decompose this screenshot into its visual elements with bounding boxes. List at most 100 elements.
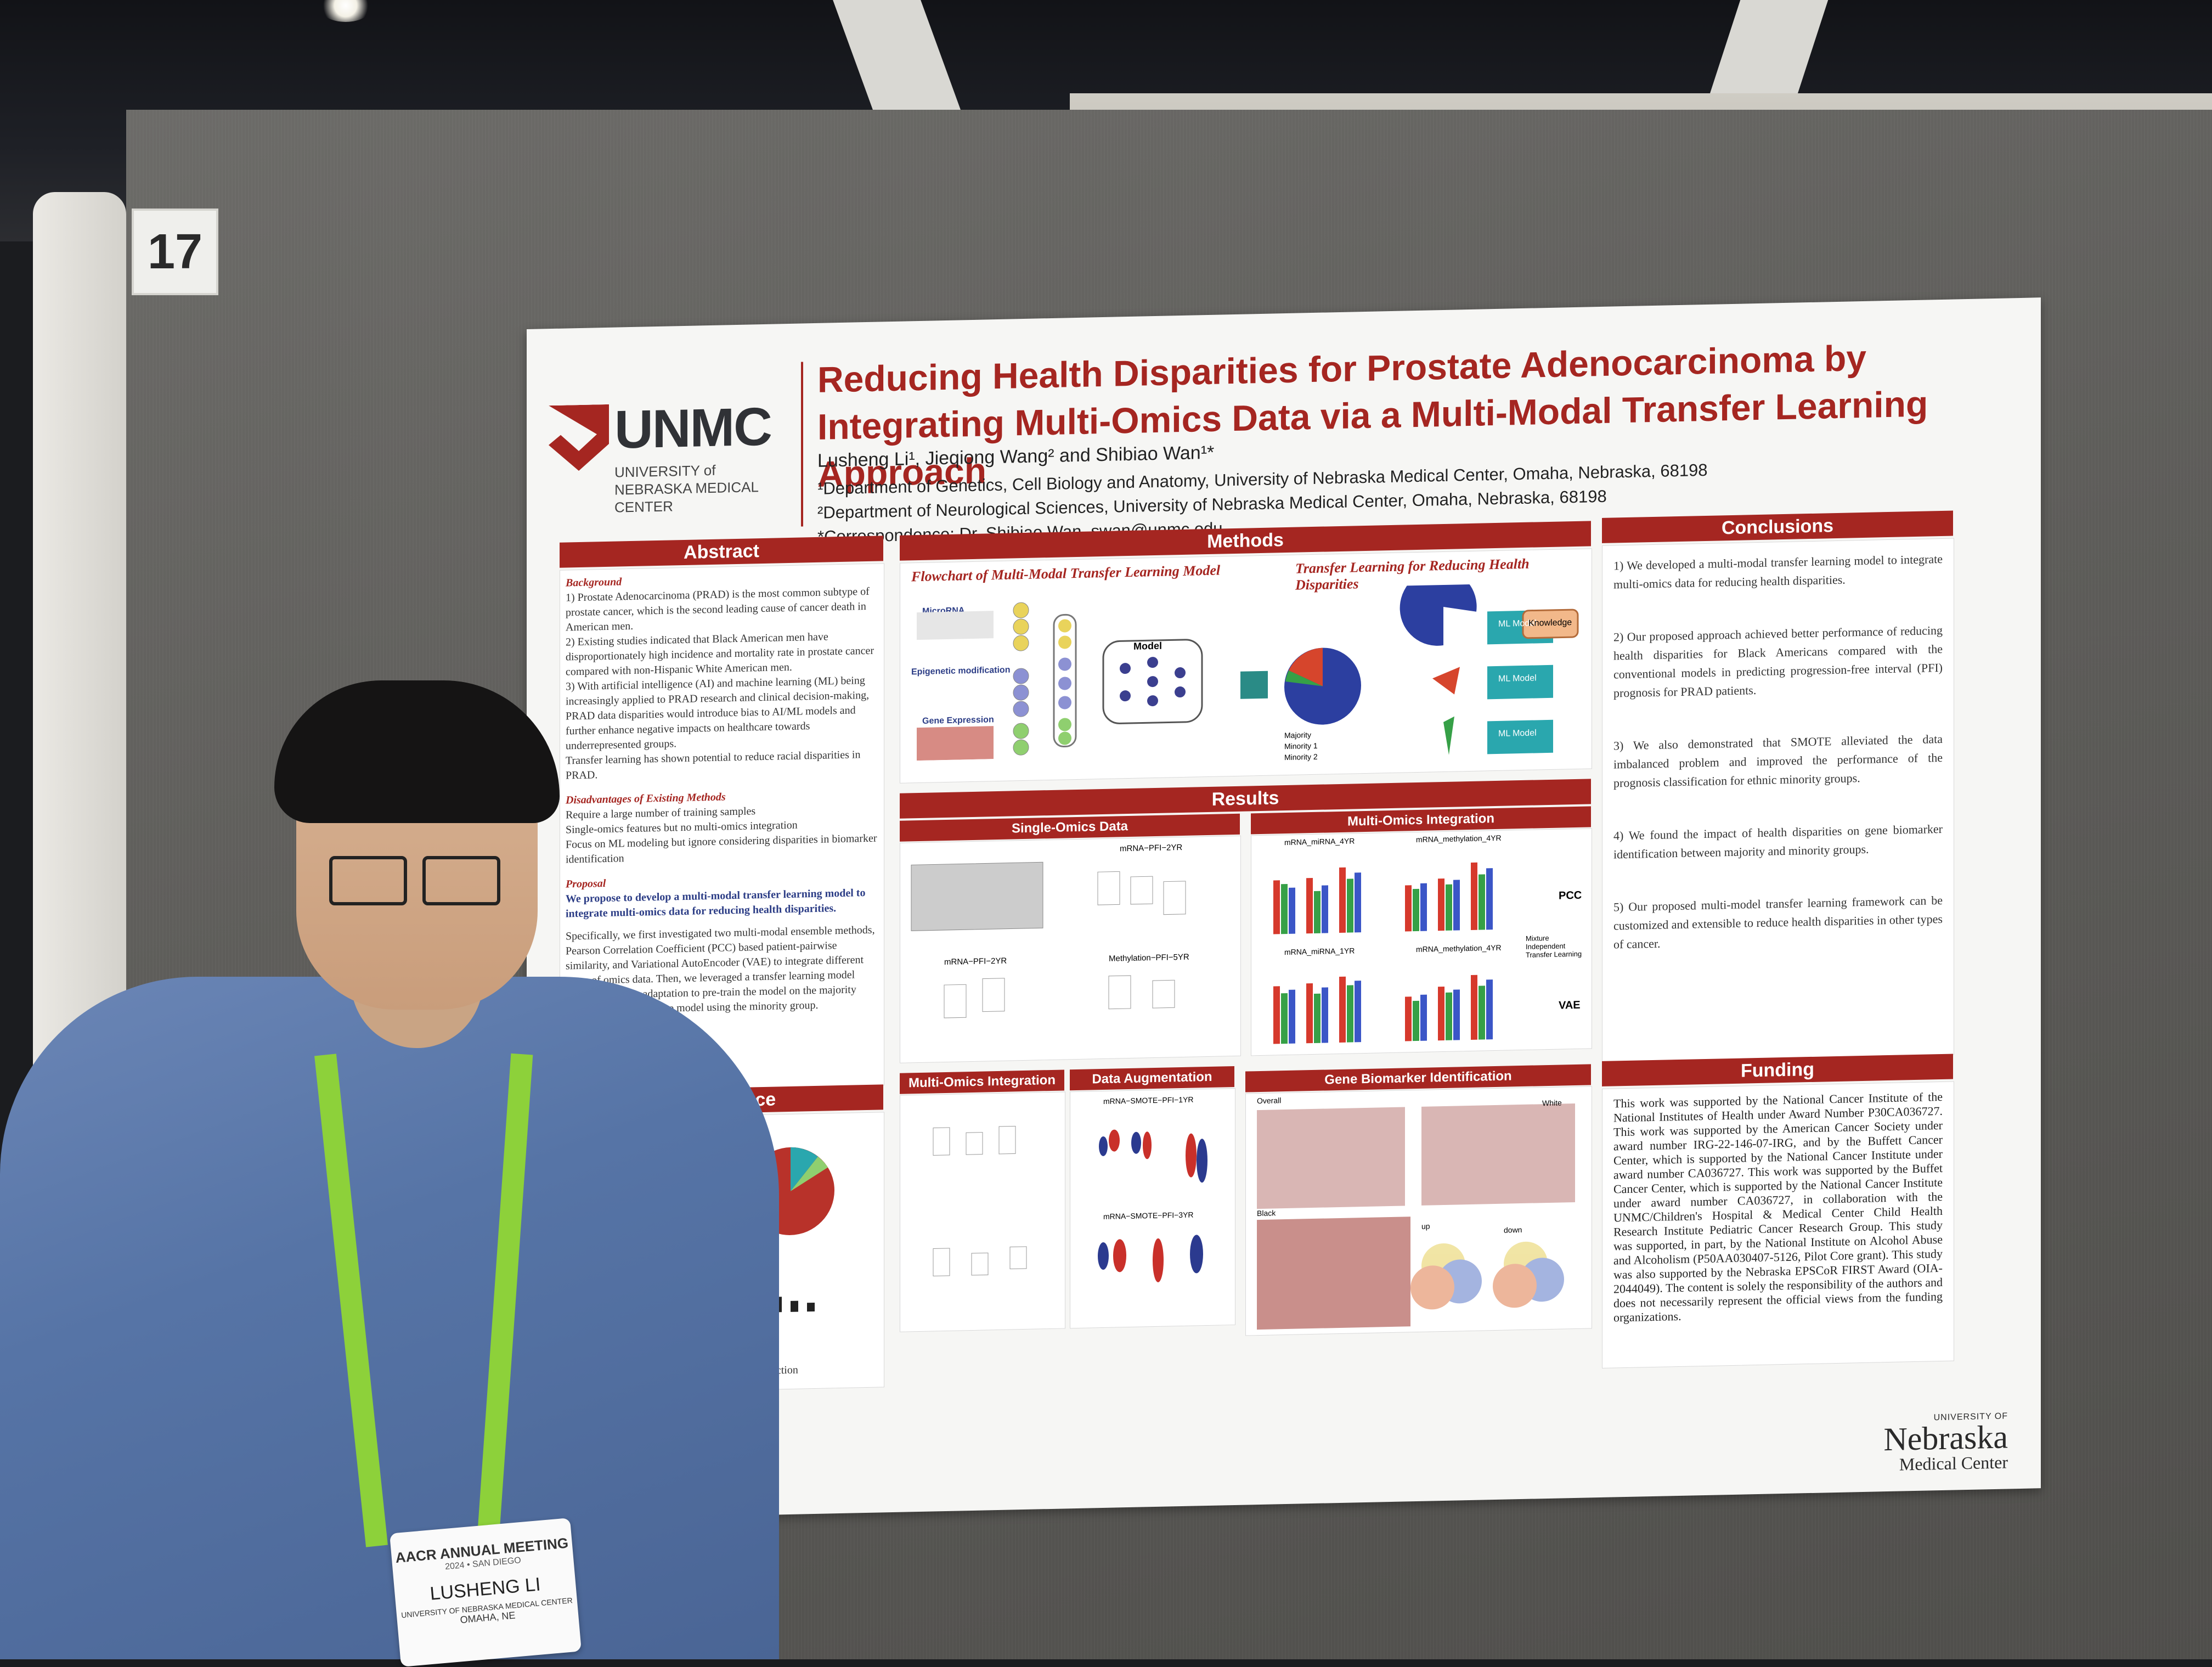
ceiling-beam-left xyxy=(833,0,967,126)
name-badge: AACR ANNUAL MEETING 2024 • SAN DIEGO LUS… xyxy=(389,1518,582,1667)
conclusion-4: 4) We found the impact of health dispari… xyxy=(1613,821,1943,861)
bar-chart-pcc-a xyxy=(1273,855,1383,934)
single-omics-panel: mRNA−PFI−2YR mRNA−PFI−2YR Methylation−PF… xyxy=(900,835,1241,1063)
single-omics-plots xyxy=(911,861,1186,1018)
plot-label-mrna-methylation-4yr-b: mRNA_methylation_4YR xyxy=(1416,943,1502,954)
abstract-background-1: 1) Prostate Adenocarcinoma (PRAD) is the… xyxy=(566,585,870,634)
bar xyxy=(1314,891,1321,933)
nebraska-medical-center-logo: UNIVERSITY OF Nebraska Medical Center xyxy=(1883,1411,2008,1475)
legend-independent: Independent xyxy=(1526,942,1566,951)
bar xyxy=(1322,987,1328,1043)
flowchart-diagram xyxy=(917,602,1268,761)
legend-minority-1: Minority 1 xyxy=(1284,741,1318,751)
conclusion-1: 1) We developed a multi-modal transfer l… xyxy=(1613,551,1943,592)
bar xyxy=(1471,975,1477,1040)
legend-minority-2: Minority 2 xyxy=(1284,752,1318,762)
label-down: down xyxy=(1504,1225,1522,1235)
funding-text: This work was supported by the National … xyxy=(1613,1089,1943,1325)
bar xyxy=(1486,868,1493,930)
plot-label-mrna-pfi-2yr-b: mRNA−PFI−2YR xyxy=(944,956,1007,967)
bar xyxy=(1420,994,1427,1041)
presenter-hair xyxy=(274,680,560,823)
bar xyxy=(1339,867,1346,933)
unmc-shield-icon xyxy=(549,404,609,471)
header-divider xyxy=(801,362,803,527)
data-augmentation-box: mRNA−SMOTE−PFI−1YR mRNA−SMOTE−PFI−3YR xyxy=(1070,1088,1235,1329)
bar xyxy=(1405,885,1412,932)
multi-omics-integration-heading: Multi-Omics Integration xyxy=(900,1069,1064,1094)
knowledge-label: Knowledge xyxy=(1528,618,1572,628)
bar-chart-pcc-b xyxy=(1405,852,1515,932)
vae-label: VAE xyxy=(1559,999,1581,1012)
footer-logo-line-2: Nebraska xyxy=(1883,1418,2008,1458)
bar xyxy=(1479,985,1485,1040)
pcc-label: PCC xyxy=(1559,889,1582,902)
legend-transfer: Transfer Learning xyxy=(1526,949,1582,959)
transfer-diagram xyxy=(1284,582,1579,755)
bar xyxy=(1446,884,1452,931)
bar xyxy=(1479,874,1485,930)
ml-model-2: ML Model xyxy=(1498,673,1537,684)
bar xyxy=(1281,993,1288,1044)
bar xyxy=(1413,1001,1419,1041)
bar-chart-vae-d xyxy=(1405,962,1515,1041)
bar xyxy=(1273,880,1280,934)
label-up: up xyxy=(1421,1221,1430,1231)
bar xyxy=(1289,887,1295,934)
bar xyxy=(1306,983,1313,1044)
plot-label-mrna-mirna-1yr: mRNA_miRNA_1YR xyxy=(1284,946,1355,957)
logo-name: UNMC xyxy=(614,396,771,460)
plot-label-mrna-methylation-4yr: mRNA_methylation_4YR xyxy=(1416,833,1502,844)
footer-logo-line-3: Medical Center xyxy=(1899,1452,2008,1474)
ceiling-light xyxy=(318,0,373,22)
multi-omics-panel: mRNA_miRNA_4YR mRNA_methylation_4YR mRNA… xyxy=(1251,828,1592,1056)
flowchart-model-label: Model xyxy=(1133,640,1162,652)
booth-number: 17 xyxy=(132,209,218,295)
bar xyxy=(1413,888,1419,932)
plot-label-methylation-pfi-5yr: Methylation−PFI−5YR xyxy=(1109,952,1189,964)
data-augmentation-heading: Data Augmentation xyxy=(1070,1066,1234,1091)
bar xyxy=(1438,878,1444,931)
plot-label-mrna-mirna-4yr: mRNA_miRNA_4YR xyxy=(1284,836,1355,847)
label-black: Black xyxy=(1257,1208,1276,1218)
conclusions-box: 1) We developed a multi-modal transfer l… xyxy=(1602,538,1954,1062)
violin-plots xyxy=(1098,1129,1207,1282)
bar xyxy=(1446,992,1452,1040)
bar xyxy=(1347,878,1353,933)
label-overall: Overall xyxy=(1257,1096,1282,1106)
heatmaps-and-venn xyxy=(1257,1103,1575,1330)
bar xyxy=(1420,883,1427,931)
glasses-lens-left xyxy=(329,856,407,905)
bar xyxy=(1453,989,1460,1040)
bar xyxy=(1322,885,1328,933)
logo-subtitle: UNIVERSITY of NEBRASKA MEDICAL CENTER xyxy=(614,461,759,516)
glasses-lens-right xyxy=(422,856,500,905)
funding-box: This work was supported by the National … xyxy=(1602,1081,1954,1368)
abstract-heading: Abstract xyxy=(560,536,883,568)
bar xyxy=(1355,872,1361,933)
bar xyxy=(1471,862,1477,930)
presenter-shirt xyxy=(0,977,779,1659)
methods-box: Flowchart of Multi-Modal Transfer Learni… xyxy=(900,548,1592,784)
bar-chart-vae-c xyxy=(1273,965,1383,1044)
conclusion-5: 5) Our proposed multi-model transfer lea… xyxy=(1613,893,1943,951)
flowchart-title: Flowchart of Multi-Modal Transfer Learni… xyxy=(911,562,1221,585)
unmc-logo: UNMC UNIVERSITY of NEBRASKA MEDICAL CENT… xyxy=(549,395,785,516)
conclusion-2: 2) Our proposed approach achieved better… xyxy=(1613,623,1943,700)
bar xyxy=(1273,986,1280,1044)
legend-majority: Majority xyxy=(1284,730,1312,740)
bar xyxy=(1339,976,1346,1043)
bar xyxy=(1306,878,1313,934)
label-white: White xyxy=(1542,1098,1562,1108)
bar xyxy=(1289,989,1295,1044)
bar xyxy=(1314,994,1321,1043)
abstract-background-2: 2) Existing studies indicated that Black… xyxy=(566,630,874,678)
bar xyxy=(1355,981,1361,1043)
multi-omics-boxplots xyxy=(933,1125,1027,1276)
glasses-icon xyxy=(329,856,505,905)
bar xyxy=(1486,979,1493,1040)
bar xyxy=(1438,986,1444,1041)
bar xyxy=(1405,996,1412,1041)
presenter: AACR ANNUAL MEETING 2024 • SAN DIEGO LUS… xyxy=(0,680,779,1667)
gene-biomarker-box: Overall White Black up down xyxy=(1245,1086,1592,1336)
